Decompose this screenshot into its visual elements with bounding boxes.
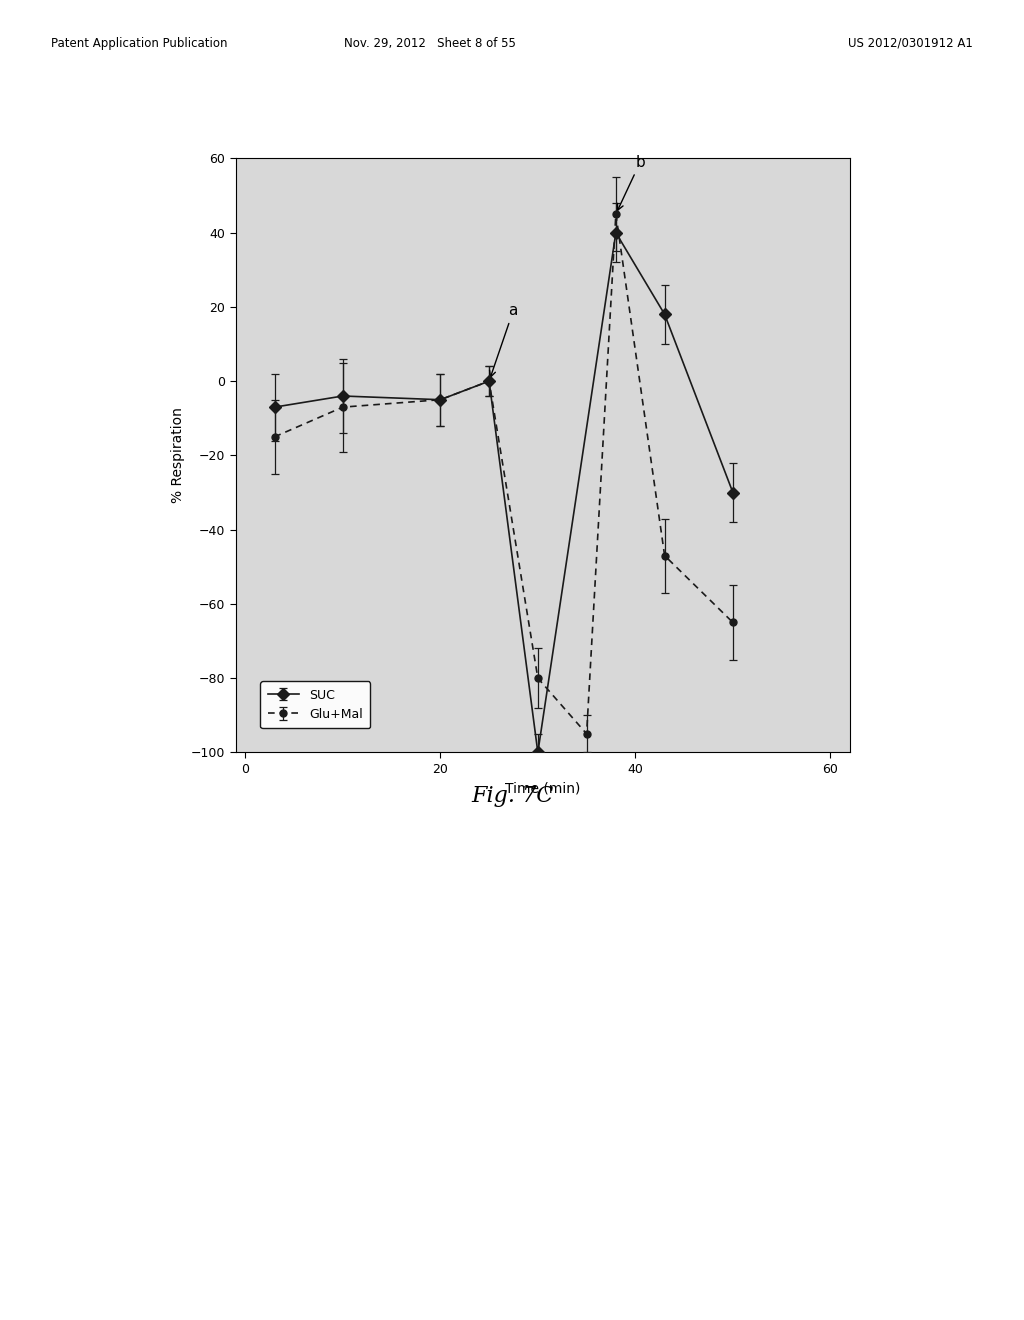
- Legend: SUC, Glu+Mal: SUC, Glu+Mal: [260, 681, 371, 729]
- Text: Patent Application Publication: Patent Application Publication: [51, 37, 227, 50]
- Text: Fig. 7C: Fig. 7C: [471, 785, 553, 808]
- Text: b: b: [617, 154, 645, 210]
- Text: a: a: [489, 304, 518, 378]
- Text: US 2012/0301912 A1: US 2012/0301912 A1: [848, 37, 973, 50]
- Text: Nov. 29, 2012   Sheet 8 of 55: Nov. 29, 2012 Sheet 8 of 55: [344, 37, 516, 50]
- Y-axis label: % Respiration: % Respiration: [171, 408, 185, 503]
- X-axis label: Time (min): Time (min): [505, 781, 581, 796]
